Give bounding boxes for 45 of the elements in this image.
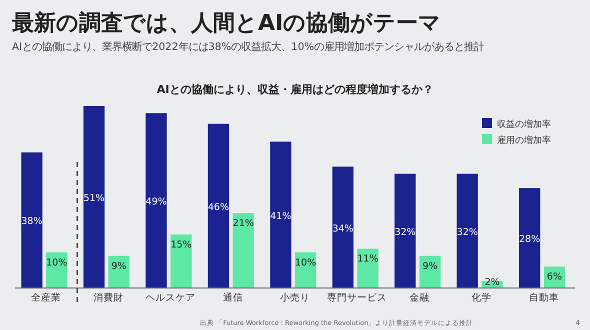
data-label: 46% xyxy=(208,202,230,213)
x-tick-label: 自動車 xyxy=(528,292,559,304)
data-label: 10% xyxy=(295,257,316,268)
data-label: 9% xyxy=(111,260,126,272)
bar xyxy=(83,106,105,288)
bar xyxy=(46,252,68,288)
x-tick-label: 全産業 xyxy=(31,292,62,304)
data-label: 41% xyxy=(270,210,292,222)
bar xyxy=(21,152,42,288)
x-tick-label: 通信 xyxy=(222,292,243,304)
data-label: 10% xyxy=(46,257,68,268)
data-label: 2% xyxy=(484,277,500,288)
bar xyxy=(270,142,292,288)
chart-title: 最新の調査では、人間とAIの協働がテーマ xyxy=(11,10,442,36)
bar xyxy=(456,174,478,288)
x-tick-label: 小売り xyxy=(280,292,310,304)
x-axis-title: AIとの協働により、収益・雇用はどの程度増加するか？ xyxy=(156,83,434,96)
x-tick-label: ヘルスケア xyxy=(146,292,196,304)
data-label: 32% xyxy=(394,226,416,238)
data-label: 6% xyxy=(546,272,562,283)
data-label: 11% xyxy=(357,254,378,265)
x-tick-label: 化学 xyxy=(472,292,492,304)
bar xyxy=(170,234,192,288)
data-label: 38% xyxy=(21,216,42,228)
bar xyxy=(232,213,254,288)
data-label: 9% xyxy=(422,260,438,272)
data-label: 51% xyxy=(83,193,105,204)
bar xyxy=(394,174,416,288)
bar xyxy=(519,188,540,288)
bar xyxy=(332,166,354,288)
legend-label: 収益の増加率 xyxy=(497,119,551,130)
data-label: 21% xyxy=(232,218,254,230)
bar xyxy=(208,124,230,288)
x-tick-label: 専門サービス xyxy=(327,292,388,304)
data-label: 32% xyxy=(456,226,478,238)
x-tick-label: 金融 xyxy=(409,292,430,304)
data-label: 15% xyxy=(170,239,192,250)
x-tick-label: 消費財 xyxy=(93,292,124,304)
data-label: 34% xyxy=(332,223,354,234)
chart-subtitle: AIとの協働により、業界横断で2022年には38%の収益拡大、10%の雇用増加ポテンシャルがあると推計 xyxy=(12,41,484,53)
data-label: 49% xyxy=(146,196,167,208)
bar xyxy=(146,113,167,288)
legend-label: 雇用の増加率 xyxy=(497,135,551,146)
bar xyxy=(357,248,378,288)
data-label: 28% xyxy=(519,234,540,246)
